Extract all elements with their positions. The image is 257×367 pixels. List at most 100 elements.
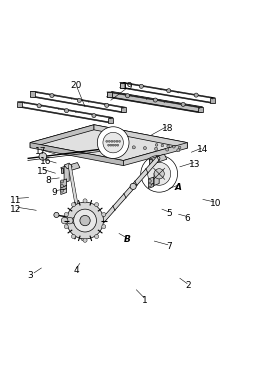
Text: 10: 10 (210, 199, 221, 208)
Polygon shape (120, 88, 215, 103)
Circle shape (60, 189, 63, 192)
Text: 7: 7 (167, 242, 172, 251)
Circle shape (102, 225, 106, 229)
Circle shape (112, 144, 114, 146)
Text: 12: 12 (10, 204, 21, 214)
Circle shape (64, 225, 68, 229)
Circle shape (194, 93, 198, 97)
Circle shape (167, 145, 169, 148)
Text: 14: 14 (197, 145, 208, 154)
Polygon shape (120, 83, 125, 88)
Text: 4: 4 (73, 266, 79, 275)
Circle shape (132, 146, 135, 149)
Polygon shape (149, 154, 167, 164)
Circle shape (166, 148, 169, 151)
Polygon shape (108, 117, 113, 123)
Polygon shape (121, 107, 126, 112)
Polygon shape (107, 92, 112, 97)
Polygon shape (17, 107, 113, 123)
Circle shape (83, 199, 87, 203)
Polygon shape (64, 163, 72, 169)
Circle shape (107, 144, 109, 146)
Circle shape (97, 127, 129, 159)
Circle shape (114, 144, 116, 146)
Circle shape (64, 212, 68, 217)
Polygon shape (30, 97, 126, 112)
Circle shape (39, 153, 47, 160)
Circle shape (139, 84, 143, 88)
Polygon shape (61, 179, 67, 188)
Circle shape (148, 179, 151, 182)
Text: 11: 11 (10, 196, 21, 205)
Text: 17: 17 (34, 147, 46, 156)
Text: 5: 5 (167, 209, 172, 218)
Circle shape (74, 209, 96, 232)
Polygon shape (149, 184, 153, 188)
Circle shape (71, 235, 76, 239)
Circle shape (65, 109, 69, 113)
Polygon shape (107, 92, 112, 97)
Text: 8: 8 (45, 177, 51, 185)
Circle shape (108, 140, 110, 142)
Circle shape (161, 144, 164, 147)
Polygon shape (17, 102, 22, 107)
Polygon shape (149, 177, 153, 185)
Circle shape (92, 113, 96, 117)
Circle shape (117, 144, 119, 146)
Circle shape (116, 140, 118, 142)
Polygon shape (107, 97, 203, 112)
Circle shape (102, 212, 106, 217)
Polygon shape (210, 98, 215, 103)
Circle shape (103, 132, 123, 153)
Circle shape (143, 146, 146, 150)
Circle shape (111, 140, 113, 142)
Text: 15: 15 (37, 167, 49, 176)
Circle shape (71, 203, 76, 207)
Circle shape (125, 94, 130, 98)
Text: 19: 19 (122, 82, 133, 91)
Circle shape (177, 149, 180, 152)
Text: B: B (124, 235, 131, 244)
Circle shape (153, 98, 157, 102)
Circle shape (60, 185, 63, 188)
Text: 16: 16 (40, 157, 51, 166)
Circle shape (105, 103, 109, 108)
Polygon shape (30, 125, 94, 148)
Text: 2: 2 (186, 281, 191, 290)
Circle shape (173, 146, 175, 148)
Circle shape (60, 180, 63, 183)
Polygon shape (154, 171, 159, 186)
Text: 13: 13 (189, 160, 201, 169)
Polygon shape (61, 168, 63, 173)
Circle shape (77, 98, 81, 102)
Circle shape (118, 140, 121, 142)
Circle shape (110, 144, 113, 148)
Polygon shape (120, 83, 125, 88)
Polygon shape (30, 91, 126, 107)
Polygon shape (61, 163, 80, 173)
Text: 3: 3 (27, 270, 33, 280)
Text: 9: 9 (51, 188, 57, 197)
Polygon shape (120, 83, 215, 98)
Polygon shape (30, 91, 35, 97)
Polygon shape (64, 165, 69, 183)
Polygon shape (61, 186, 67, 191)
Circle shape (148, 184, 151, 186)
Circle shape (61, 217, 68, 224)
Circle shape (95, 235, 99, 239)
Circle shape (66, 217, 73, 224)
Circle shape (99, 143, 102, 147)
Text: A: A (175, 183, 182, 192)
Circle shape (106, 140, 108, 142)
Circle shape (71, 217, 78, 224)
Polygon shape (123, 143, 187, 166)
Text: 18: 18 (162, 124, 174, 133)
Circle shape (95, 203, 99, 207)
Polygon shape (30, 125, 187, 160)
Polygon shape (107, 91, 203, 112)
Circle shape (113, 140, 115, 142)
Circle shape (130, 184, 136, 189)
Ellipse shape (72, 202, 77, 239)
Polygon shape (30, 143, 123, 166)
Circle shape (83, 238, 87, 242)
